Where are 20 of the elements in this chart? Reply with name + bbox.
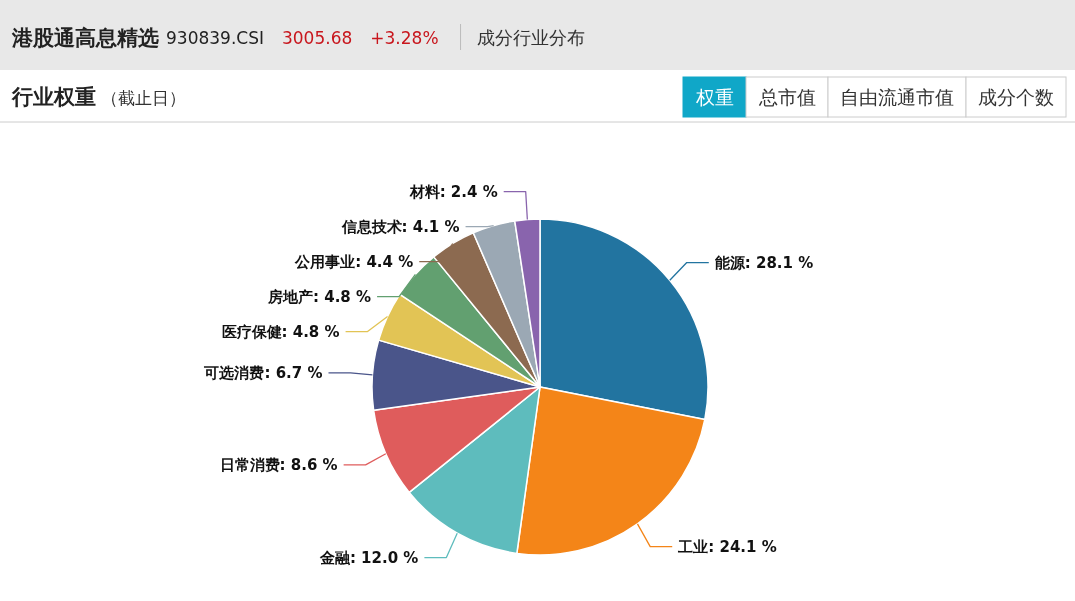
slice-label: 医疗保健: 4.8 % xyxy=(221,322,340,341)
text: 总市值 xyxy=(757,86,816,108)
slice-label: 材料: 2.4 % xyxy=(408,182,498,201)
text: 930839.CSI xyxy=(166,28,264,48)
slice-label: 能源: 28.1 % xyxy=(714,253,814,272)
chart-subtitle: 行业权重（截止日） xyxy=(11,85,186,109)
slice-label: 工业: 24.1 % xyxy=(677,537,777,556)
slice-label: 信息技术: 4.1 % xyxy=(340,217,460,236)
slice-label: 房地产: 4.8 % xyxy=(267,287,372,306)
text: 权重 xyxy=(694,86,734,108)
text: 自由流通市值 xyxy=(840,86,954,108)
slice-label: 公用事业: 4.4 % xyxy=(294,252,414,271)
text: +3.28% xyxy=(370,28,439,48)
text: 3005.68 xyxy=(281,28,353,48)
chart-title: 港股通高息精选 xyxy=(11,26,159,50)
slice-label: 可选消费: 6.7 % xyxy=(203,363,323,382)
text: 成分行业分布 xyxy=(476,27,585,48)
text: 成分个数 xyxy=(978,86,1054,108)
slice-label: 金融: 12.0 % xyxy=(318,548,419,567)
slice-label: 日常消费: 8.6 % xyxy=(219,455,338,474)
